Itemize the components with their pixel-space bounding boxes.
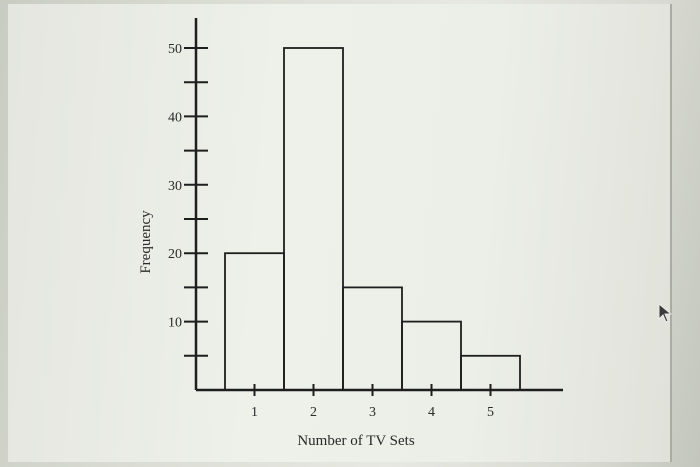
screen-area xyxy=(8,4,672,462)
y-tick-label: 10 xyxy=(168,316,182,331)
x-tick-label: 1 xyxy=(251,405,258,420)
y-ticks-group: 10 20 30 40 50 xyxy=(168,42,208,357)
x-tick-label: 5 xyxy=(487,405,494,420)
x-tick-label: 3 xyxy=(369,405,376,420)
y-tick-label: 40 xyxy=(168,110,182,125)
y-tick-label: 30 xyxy=(168,179,182,194)
bar-4 xyxy=(401,320,462,391)
x-tick-label: 4 xyxy=(428,405,435,420)
bars-group xyxy=(224,47,521,391)
bar-1 xyxy=(224,252,285,391)
x-axis-label: Number of TV Sets xyxy=(297,433,415,449)
y-tick-label: 20 xyxy=(168,247,182,262)
y-axis-label: Frequency xyxy=(138,210,154,274)
y-tick-label: 50 xyxy=(168,42,182,57)
x-ticks-group: 1 2 3 4 5 xyxy=(251,384,494,420)
mouse-pointer-icon xyxy=(658,302,673,323)
bar-3 xyxy=(342,286,403,391)
axes-group xyxy=(194,18,563,392)
bar-2 xyxy=(283,47,344,391)
x-tick-label: 2 xyxy=(310,405,317,420)
